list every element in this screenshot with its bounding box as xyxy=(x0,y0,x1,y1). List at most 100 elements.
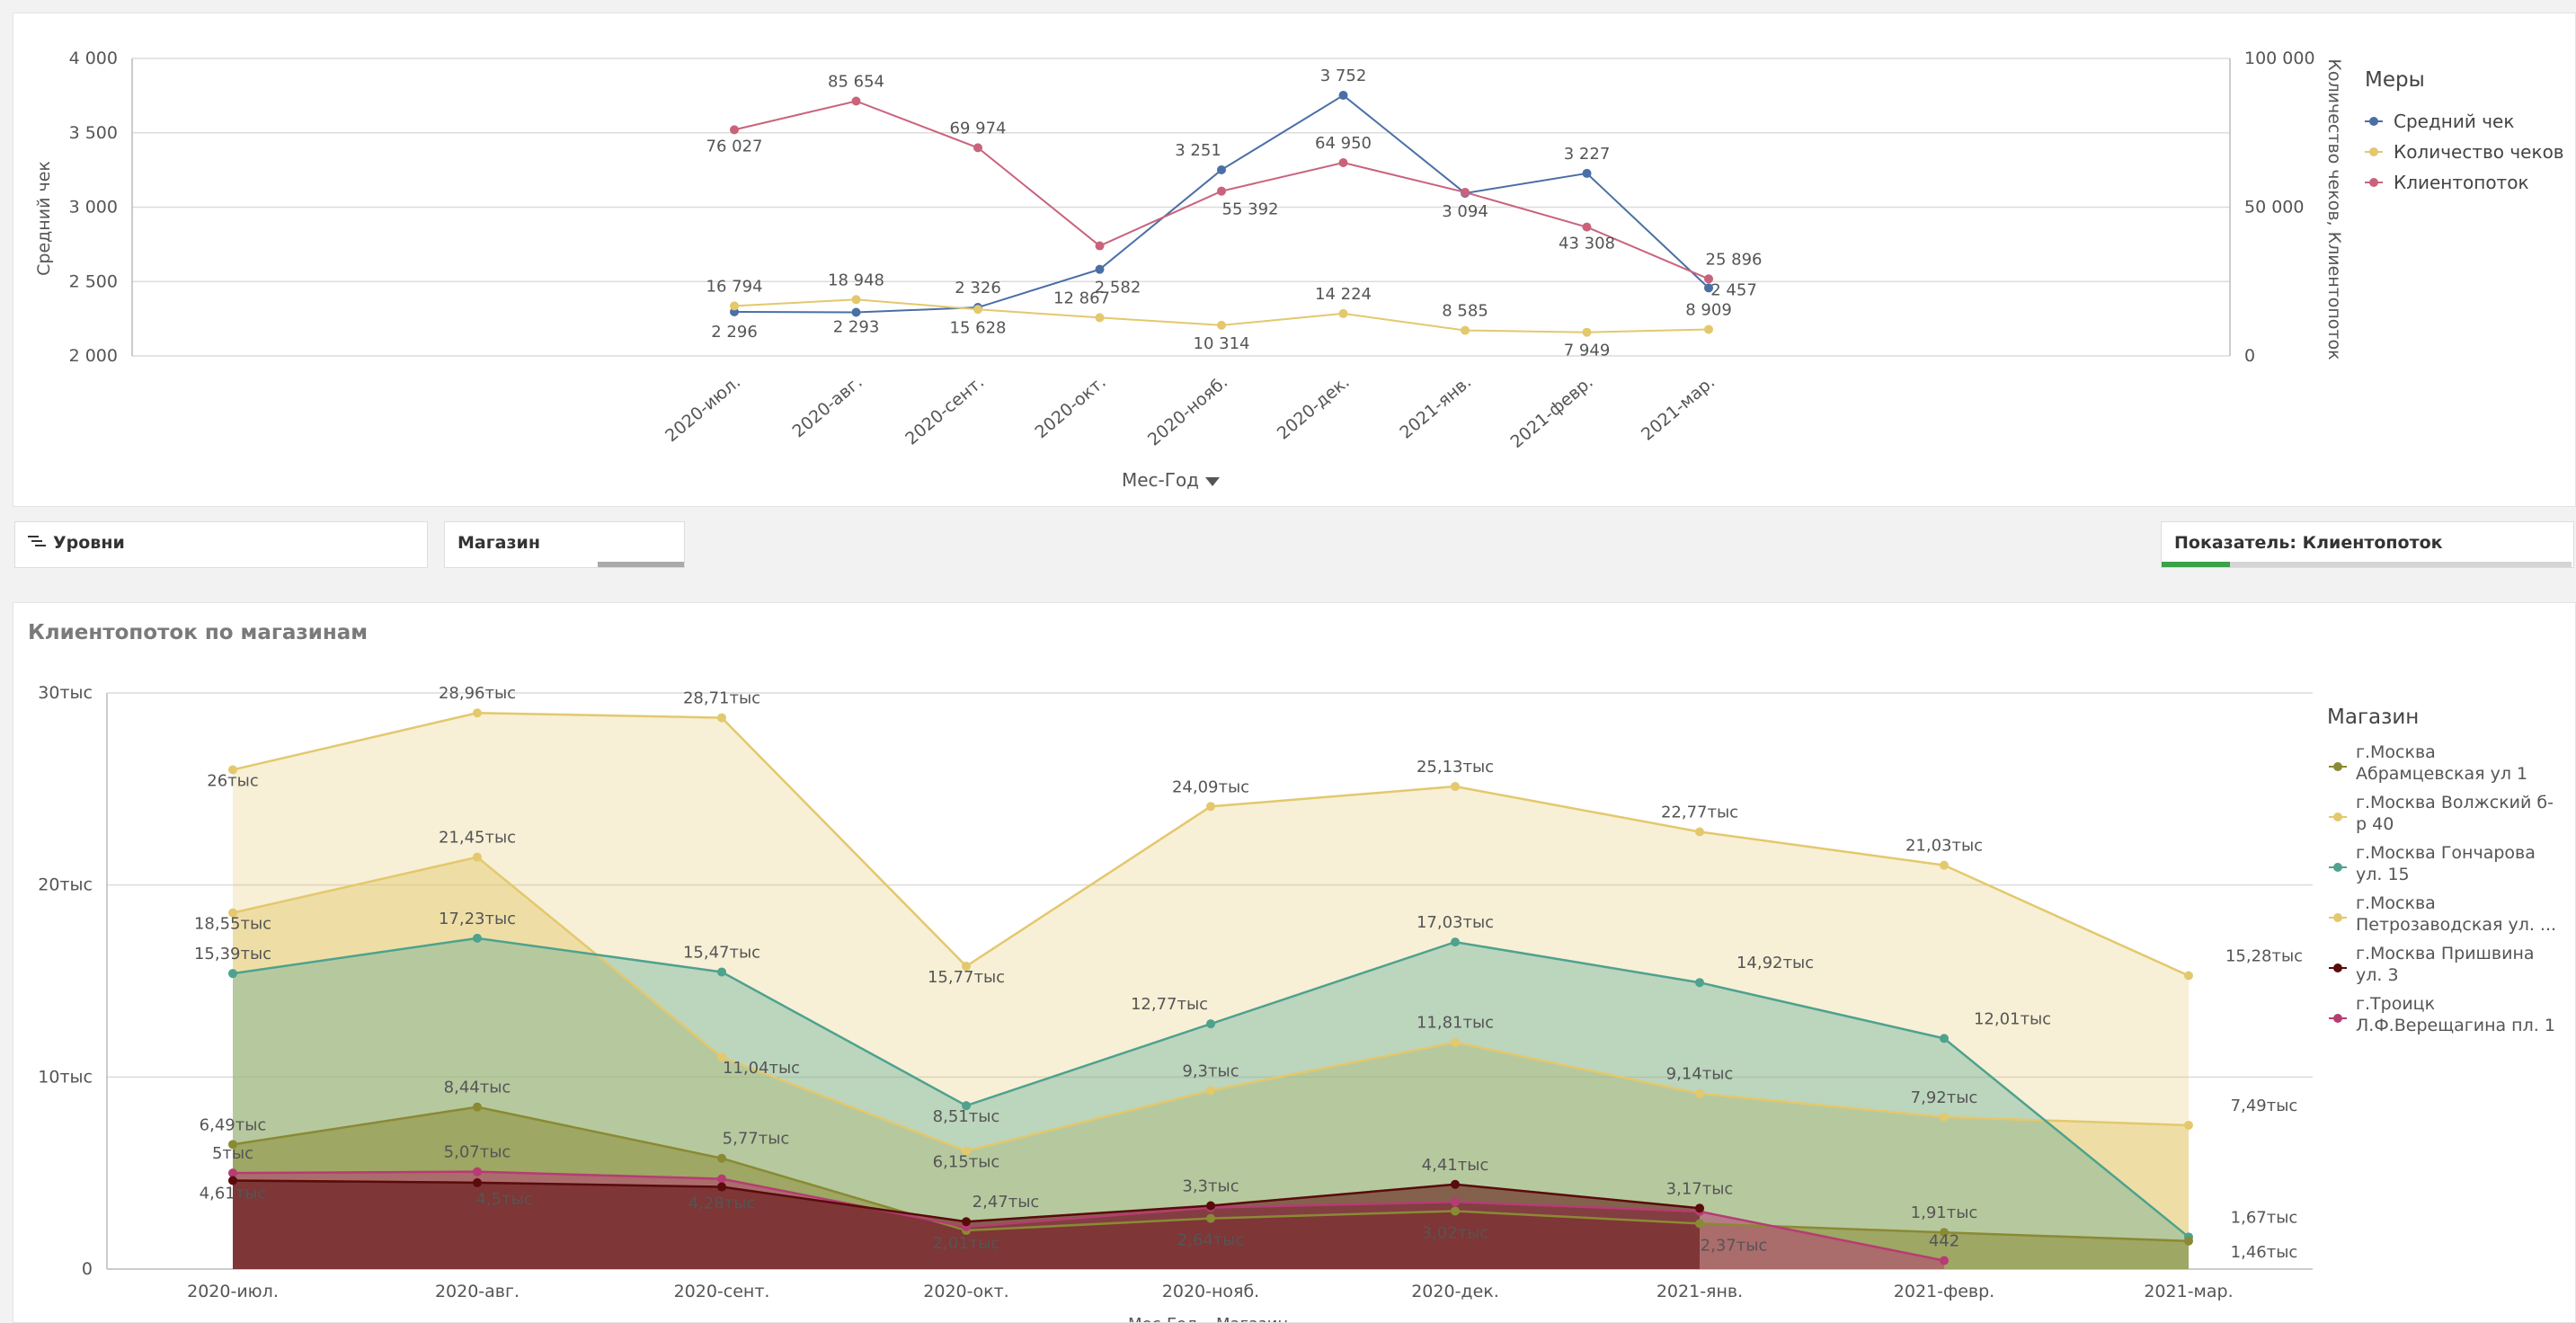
store-area-chart[interactable]: 26тыс 28,96тыс 28,71тыс 15,77тыс 24,09тыс 25,… xyxy=(13,603,2575,1322)
data-label: 28,71тыс xyxy=(683,689,760,708)
legend-marker xyxy=(2333,863,2342,872)
footer-dim1-label[interactable]: Мес-Год xyxy=(1128,1315,1197,1322)
levels-icon xyxy=(28,533,46,553)
data-label: 8 909 xyxy=(1685,301,1732,320)
x-dimension-label[interactable]: Мес-Год xyxy=(1122,469,1199,491)
legend-marker xyxy=(2333,762,2342,771)
left-axis-ticks: 4 000 3 500 3 000 2 500 2 000 xyxy=(69,49,118,366)
levels-filter[interactable]: Уровни xyxy=(14,521,428,568)
data-label: 15,77тыс xyxy=(928,968,1005,987)
data-label: 1,91тыс xyxy=(1911,1203,1978,1222)
data-label: 3 227 xyxy=(1564,145,1611,164)
x-tick-label: 2020-сент. xyxy=(674,1282,770,1301)
data-label: 14 224 xyxy=(1315,285,1372,304)
x-dimension-dropdown-icon[interactable] xyxy=(1205,477,1220,486)
indicator-filter[interactable]: Показатель: Клиентопоток xyxy=(2161,521,2574,568)
top-grid xyxy=(131,58,2231,357)
store-traffic-panel: Клиентопоток по магазинам 26тыс 28,96тыс 2… xyxy=(13,602,2576,1323)
top-line-chart[interactable]: Средний чек Количество чеков, Клиентопот… xyxy=(13,13,2575,506)
series-point xyxy=(228,1140,237,1150)
legend-label: г.Москва xyxy=(2356,893,2436,913)
series-point xyxy=(1695,1219,1704,1229)
series-point xyxy=(1451,1179,1460,1189)
left-tick-label: 2 000 xyxy=(69,346,118,366)
series-point xyxy=(1704,274,1713,284)
footer-dim2-label[interactable]: Магазин xyxy=(1216,1315,1288,1322)
series-point xyxy=(228,969,237,979)
data-label: 8,44тыс xyxy=(444,1079,511,1097)
x-tick-label: 2021-янв. xyxy=(1657,1282,1743,1301)
series-area xyxy=(233,713,2189,1269)
series-point xyxy=(473,1102,482,1112)
data-label: 3 752 xyxy=(1320,67,1367,85)
data-label: 4,28тыс xyxy=(688,1194,756,1213)
data-label: 8,51тыс xyxy=(933,1107,1000,1126)
indicator-filter-selection xyxy=(2162,562,2230,567)
data-label: 12,01тыс xyxy=(1974,1009,2051,1028)
series-point xyxy=(1206,1213,1215,1223)
x-tick-label: 2020-нояб. xyxy=(1144,372,1231,450)
series-point xyxy=(1940,1228,1949,1238)
series-point xyxy=(228,765,237,775)
series-point xyxy=(1451,1206,1460,1216)
data-label: 15,47тыс xyxy=(683,943,760,962)
data-label: 2,37тыс xyxy=(1701,1236,1768,1255)
data-label: 18,55тыс xyxy=(194,915,271,934)
data-label: 2,64тыс xyxy=(1177,1231,1245,1250)
series-point xyxy=(473,1167,482,1176)
store-filter[interactable]: Магазин xyxy=(444,521,685,568)
series-point xyxy=(717,1153,726,1163)
bottom-grid xyxy=(106,692,2313,1270)
x-tick-label: 2021-янв. xyxy=(1396,372,1475,443)
data-label: 11,81тыс xyxy=(1417,1014,1494,1033)
data-label: 10 314 xyxy=(1194,334,1250,353)
legend-label: р 40 xyxy=(2356,814,2394,834)
series-point xyxy=(228,1168,237,1178)
data-label: 12 867 xyxy=(1053,289,1110,307)
legend-marker xyxy=(2333,1014,2342,1023)
data-label: 12,77тыс xyxy=(1131,995,1208,1014)
series-point xyxy=(228,1176,237,1185)
data-label: 9,14тыс xyxy=(1666,1065,1734,1084)
x-axis-ticks: 2020-июл. 2020-авг. 2020-сент. 2020-окт. 202… xyxy=(662,372,1719,452)
data-label: 7 949 xyxy=(1564,342,1611,360)
x-tick-label: 2020-июл. xyxy=(662,372,744,446)
series-point xyxy=(1704,324,1713,334)
data-label: 1,46тыс xyxy=(2231,1243,2298,1262)
left-tick-label: 3 500 xyxy=(69,123,118,143)
legend-label: Петрозаводская ул. ... xyxy=(2356,915,2556,935)
data-label: 3,3тыс xyxy=(1182,1176,1239,1195)
legend-label: г.Троицк xyxy=(2356,994,2435,1014)
legend-label: г.Москва Гончарова xyxy=(2356,843,2536,863)
series-point xyxy=(473,933,482,943)
bottom-data-labels: 26тыс 28,96тыс 28,71тыс 15,77тыс 24,09тыс 25,… xyxy=(194,684,2303,1262)
series-point xyxy=(730,125,739,135)
right-tick-label: 0 xyxy=(2244,346,2255,366)
series-point xyxy=(973,305,982,315)
series-point xyxy=(973,143,982,153)
series-point xyxy=(1095,313,1105,323)
legend-marker xyxy=(2333,812,2342,821)
left-tick-label: 4 000 xyxy=(69,49,118,68)
panel-title: Клиентопоток по магазинам xyxy=(28,621,369,644)
bottom-legend-title: Магазин xyxy=(2327,706,2419,729)
data-label: 5,07тыс xyxy=(444,1143,511,1162)
series-point xyxy=(228,908,237,918)
series-point xyxy=(1206,802,1215,812)
series-point xyxy=(2184,1120,2193,1130)
x-tick-label: 2020-июл. xyxy=(187,1282,279,1301)
data-label: 4,61тыс xyxy=(200,1184,267,1203)
x-tick-label: 2020-авг. xyxy=(789,372,866,441)
data-label: 2 582 xyxy=(1095,279,1141,297)
data-label: 85 654 xyxy=(828,72,884,91)
data-label: 6,15тыс xyxy=(933,1153,1000,1172)
x-tick-label: 2020-авг. xyxy=(435,1282,520,1301)
series-point xyxy=(1338,158,1348,168)
data-label: 2,47тыс xyxy=(973,1193,1040,1212)
legend-label: г.Москва Пришвина xyxy=(2356,944,2535,963)
data-label: 7,49тыс xyxy=(2231,1097,2298,1115)
series-point xyxy=(717,967,726,977)
bottom-areas xyxy=(233,713,2189,1269)
data-label: 8 585 xyxy=(1442,302,1488,321)
right-tick-label: 50 000 xyxy=(2244,198,2304,218)
